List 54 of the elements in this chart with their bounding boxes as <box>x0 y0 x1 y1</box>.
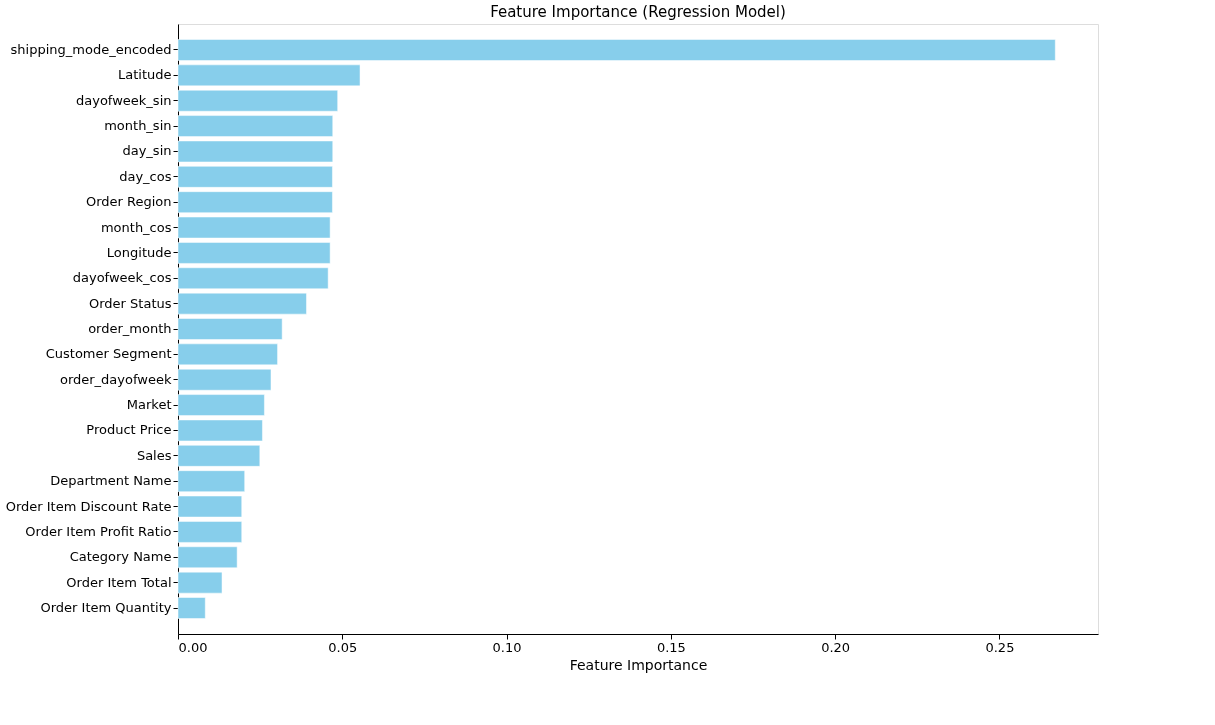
bar <box>177 343 278 366</box>
bar <box>177 470 245 492</box>
bar <box>177 267 329 290</box>
y-tick-label: dayofweek_sin <box>76 92 172 108</box>
x-axis-title: Feature Importance <box>569 656 708 673</box>
bar <box>177 89 338 112</box>
y-tick-label: order_month <box>88 321 172 336</box>
y-tick-label: day_cos <box>119 168 172 184</box>
y-tick-label: Department Name <box>50 473 172 489</box>
x-tick-label: 0.20 <box>821 639 851 655</box>
y-tick-label: Order Item Profit Ratio <box>25 523 172 539</box>
chart-title: Feature Importance (Regression Model) <box>490 3 786 21</box>
bar <box>177 419 263 442</box>
y-tick-label: Market <box>126 397 172 413</box>
y-tick-label: Order Item Quantity <box>40 600 172 615</box>
y-tick-label: Latitude <box>117 67 172 83</box>
y-tick-label: Order Status <box>88 295 172 311</box>
y-tick-label: shipping_mode_encoded <box>10 42 172 57</box>
bar <box>177 318 283 340</box>
bar <box>177 140 334 163</box>
bar <box>177 495 242 518</box>
y-tick-label: Order Item Total <box>66 574 172 590</box>
x-tick-label: 0.05 <box>328 639 358 655</box>
y-tick-label: order_dayofweek <box>59 371 172 387</box>
bar <box>177 546 238 569</box>
y-tick-label: Product Price <box>86 422 172 438</box>
y-tick-label: Customer Segment <box>45 346 172 362</box>
y-tick-label: month_cos <box>100 219 172 235</box>
x-tick-label: 0.00 <box>178 639 208 655</box>
bar <box>177 521 242 543</box>
y-tick-label: day_sin <box>122 143 172 159</box>
bar <box>177 115 334 137</box>
bar <box>177 292 307 315</box>
bar <box>177 368 272 391</box>
bar <box>177 191 333 213</box>
bar <box>177 216 331 239</box>
x-tick-label: 0.15 <box>656 639 686 655</box>
bar <box>177 166 333 188</box>
y-tick-label: Sales <box>136 447 172 463</box>
bar <box>177 64 361 87</box>
bar <box>177 39 1056 61</box>
y-tick-label: dayofweek_cos <box>72 270 172 286</box>
x-tick-label: 0.25 <box>985 639 1015 655</box>
y-tick-label: Order Region <box>85 194 172 210</box>
y-tick-label: Longitude <box>106 244 172 260</box>
y-tick-label: Category Name <box>69 549 172 565</box>
bar <box>177 597 206 619</box>
bar <box>177 394 265 416</box>
bar <box>177 571 223 594</box>
y-tick-label: month_sin <box>104 118 172 134</box>
bar <box>177 445 261 467</box>
x-tick-label: 0.10 <box>492 639 522 655</box>
y-tick-label: Order Item Discount Rate <box>5 498 172 514</box>
bar <box>177 242 331 264</box>
